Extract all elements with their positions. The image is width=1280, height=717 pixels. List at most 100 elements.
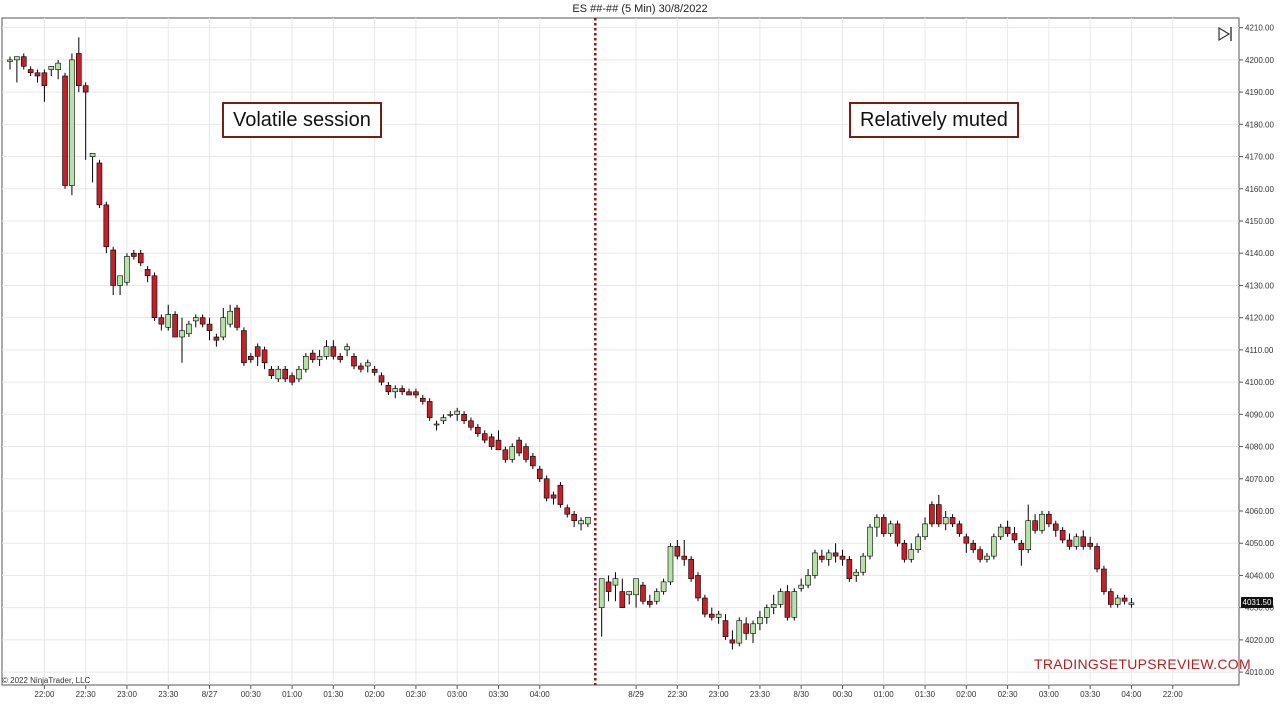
candle-body <box>248 356 254 360</box>
y-tick-label: 4180.00 <box>1245 120 1274 129</box>
candle <box>750 620 756 644</box>
candle-body <box>681 555 688 560</box>
candle-body <box>186 323 192 335</box>
candle <box>48 66 55 76</box>
candle-body <box>144 269 151 277</box>
candle-body <box>509 446 516 460</box>
y-tick-label: 4200.00 <box>1245 56 1274 65</box>
candle <box>1004 520 1011 537</box>
candle <box>124 253 130 286</box>
candle <box>1114 594 1121 608</box>
y-tick-label: 4030.00 <box>1245 604 1274 613</box>
candle <box>571 511 577 528</box>
candle-body <box>399 388 405 393</box>
candle-body <box>378 375 385 383</box>
y-tick-label: 4070.00 <box>1245 475 1274 484</box>
candle-body <box>977 549 983 560</box>
candle-body <box>447 414 454 416</box>
candle-body <box>110 249 116 286</box>
candle <box>1011 527 1018 544</box>
candle <box>117 275 123 296</box>
candle <box>977 546 983 563</box>
candle-body <box>1066 539 1073 547</box>
candle <box>887 520 894 537</box>
candle <box>874 514 880 537</box>
candle <box>743 617 749 640</box>
candle <box>942 511 949 531</box>
candle-body <box>179 330 185 338</box>
candle <box>323 340 330 360</box>
candle <box>633 578 639 608</box>
candle <box>309 349 316 363</box>
y-tick-label: 4190.00 <box>1245 88 1274 97</box>
x-tick-label: 03:30 <box>488 690 509 699</box>
candle <box>619 578 626 608</box>
candle-body <box>949 517 956 525</box>
candle-body <box>1087 542 1093 547</box>
candle-body <box>20 56 27 67</box>
candle <box>757 610 763 631</box>
candle <box>839 549 846 566</box>
candle <box>791 588 798 621</box>
candle <box>908 543 915 563</box>
candle-body <box>76 53 82 86</box>
y-tick-label: 4130.00 <box>1245 281 1274 290</box>
candle-body <box>550 494 557 499</box>
candle <box>770 594 777 615</box>
candle-body <box>736 620 743 644</box>
candle <box>158 314 165 331</box>
candle-body <box>7 59 13 62</box>
candle <box>110 246 116 296</box>
candle-body <box>151 275 158 318</box>
candle <box>736 617 743 647</box>
candle-body <box>667 546 674 583</box>
scroll-to-end-icon[interactable] <box>1217 26 1233 42</box>
candle <box>1025 504 1032 553</box>
candle-body <box>543 478 550 499</box>
x-tick-label: 04:00 <box>1121 690 1142 699</box>
candle <box>454 407 461 421</box>
candle <box>1046 511 1052 528</box>
candle <box>722 614 729 640</box>
candle-body <box>660 581 667 592</box>
candle-body <box>598 578 605 608</box>
candle <box>1018 540 1025 566</box>
candle-body <box>942 517 949 525</box>
candle-body <box>791 591 798 618</box>
candle-body <box>901 542 908 560</box>
y-tick-label: 4050.00 <box>1245 539 1274 548</box>
candle <box>1087 536 1093 550</box>
candle <box>261 346 268 370</box>
candle-body <box>358 365 364 370</box>
candle <box>819 549 825 563</box>
candle-body <box>578 520 584 525</box>
candle-body <box>316 356 323 360</box>
candle-body <box>887 523 894 534</box>
candle-body <box>392 388 399 393</box>
candle <box>371 366 378 376</box>
candle <box>1108 588 1114 608</box>
candle <box>894 520 901 547</box>
candle <box>378 372 385 386</box>
candle-body <box>984 555 990 560</box>
candle-body <box>172 314 178 338</box>
y-tick-label: 4010.00 <box>1245 668 1274 677</box>
candle-body <box>564 507 571 515</box>
candle-body <box>743 623 749 634</box>
candle-body <box>1025 520 1032 550</box>
x-tick-label: 04:00 <box>530 690 551 699</box>
candle <box>199 314 206 328</box>
candle <box>7 56 13 70</box>
x-tick-label: 01:30 <box>323 690 344 699</box>
candle-body <box>1059 530 1066 541</box>
x-tick-label: 23:30 <box>750 690 771 699</box>
candle <box>89 153 96 183</box>
candle <box>1059 527 1066 544</box>
candle <box>509 443 516 463</box>
candle-body <box>62 75 68 186</box>
candle <box>640 581 646 605</box>
candle-body <box>1039 513 1045 531</box>
x-tick-label: 23:00 <box>709 690 730 699</box>
candle-body <box>296 368 302 380</box>
